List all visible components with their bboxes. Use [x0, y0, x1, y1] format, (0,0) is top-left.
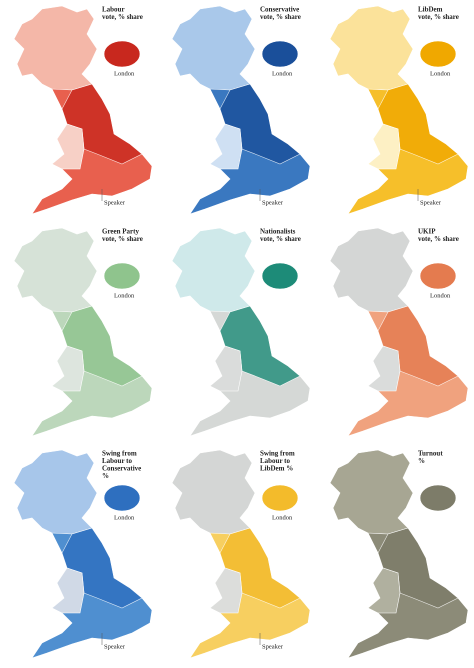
- wales-region: [367, 123, 401, 170]
- london-inset: [261, 484, 299, 512]
- inset-label: London: [430, 70, 451, 77]
- map-title: vote, % share: [418, 235, 459, 243]
- map-title: Labour to: [102, 457, 133, 465]
- wales-region: [209, 123, 243, 170]
- note-label: Speaker: [104, 199, 126, 206]
- london-inset: [419, 484, 457, 512]
- map-title: Labour: [102, 6, 125, 14]
- london-inset: [103, 40, 141, 68]
- wales-region: [209, 345, 243, 392]
- wales-region: [51, 567, 85, 614]
- inset-label: London: [430, 292, 451, 299]
- wales-region: [51, 123, 85, 170]
- note-label: Speaker: [262, 643, 284, 650]
- map-title: vote, % share: [102, 13, 143, 21]
- map-title: LibDem: [418, 6, 443, 14]
- map-title: Conservative: [102, 465, 141, 473]
- map-title: vote, % share: [102, 235, 143, 243]
- london-inset: [261, 262, 299, 290]
- inset-label: London: [272, 514, 293, 521]
- scotland-region: [329, 227, 414, 313]
- map-title: Labour to: [260, 457, 291, 465]
- london-inset: [419, 40, 457, 68]
- note-label: Speaker: [420, 199, 442, 206]
- map-title: LibDem %: [260, 465, 293, 473]
- scotland-region: [171, 227, 256, 313]
- note-label: Speaker: [262, 199, 284, 206]
- inset-label: London: [114, 292, 135, 299]
- inset-label: London: [114, 514, 135, 521]
- map-title: vote, % share: [418, 13, 459, 21]
- map-title: %: [102, 472, 109, 480]
- scotland-region: [13, 5, 98, 91]
- wales-region: [51, 345, 85, 392]
- note-label: Speaker: [104, 643, 126, 650]
- wales-region: [367, 345, 401, 392]
- map-title: vote, % share: [260, 13, 301, 21]
- map-title: %: [418, 457, 425, 465]
- london-inset: [261, 40, 299, 68]
- map-title: Swing from: [102, 450, 137, 458]
- scotland-region: [171, 5, 256, 91]
- map-title: Conservative: [260, 6, 299, 14]
- london-inset: [103, 262, 141, 290]
- scotland-region: [171, 449, 256, 535]
- map-panel: Turnout%: [329, 449, 469, 659]
- scotland-region: [329, 449, 414, 535]
- scotland-region: [13, 227, 98, 313]
- map-title: Green Party: [102, 228, 139, 236]
- scotland-region: [13, 449, 98, 535]
- london-inset: [103, 484, 141, 512]
- wales-region: [367, 567, 401, 614]
- map-title: UKIP: [418, 228, 436, 236]
- inset-label: London: [114, 70, 135, 77]
- map-title: Nationalists: [260, 228, 296, 236]
- map-title: Swing from: [260, 450, 295, 458]
- wales-region: [209, 567, 243, 614]
- scotland-region: [329, 5, 414, 91]
- map-title: vote, % share: [260, 235, 301, 243]
- inset-label: London: [272, 70, 293, 77]
- map-title: Turnout: [418, 450, 443, 458]
- london-inset: [419, 262, 457, 290]
